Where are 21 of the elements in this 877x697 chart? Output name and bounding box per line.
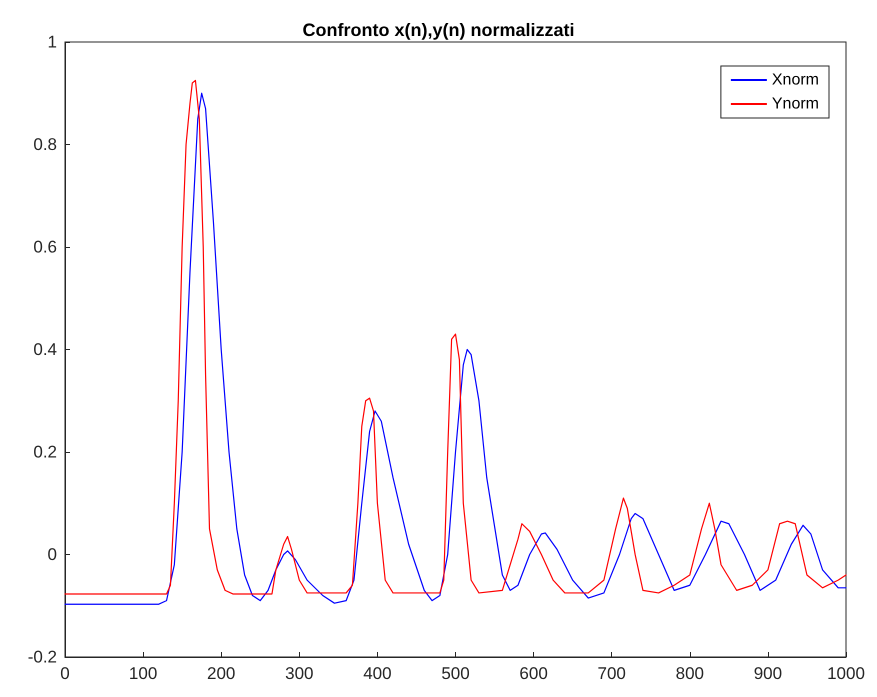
x-tick-label: 200 xyxy=(207,664,236,683)
y-tick-label: 0.4 xyxy=(33,340,57,359)
y-tick-label: 0.2 xyxy=(33,442,57,462)
y-tick-label: 0 xyxy=(48,545,57,564)
x-tick-label: 900 xyxy=(754,664,782,683)
x-tick-label: 700 xyxy=(598,664,626,683)
y-tick-label: -0.2 xyxy=(28,648,57,666)
chart-title: Confronto x(n),y(n) normalizzati xyxy=(302,20,574,40)
legend-label: Xnorm xyxy=(772,72,819,88)
y-tick-label: 1 xyxy=(48,32,57,52)
y-tick-label: 0.8 xyxy=(33,135,57,154)
x-tick-label: 600 xyxy=(519,664,548,683)
x-tick-label: 1000 xyxy=(827,664,865,683)
x-tick-label: 300 xyxy=(285,664,314,683)
x-tick-label: 400 xyxy=(363,664,392,683)
x-tick-label: 500 xyxy=(441,664,470,683)
y-tick-label: 0.6 xyxy=(33,238,57,256)
x-tick-label: 800 xyxy=(676,664,704,683)
x-tick-label: 100 xyxy=(128,664,158,683)
x-tick-label: 0 xyxy=(60,664,70,683)
legend-label: Ynorm xyxy=(772,96,819,112)
